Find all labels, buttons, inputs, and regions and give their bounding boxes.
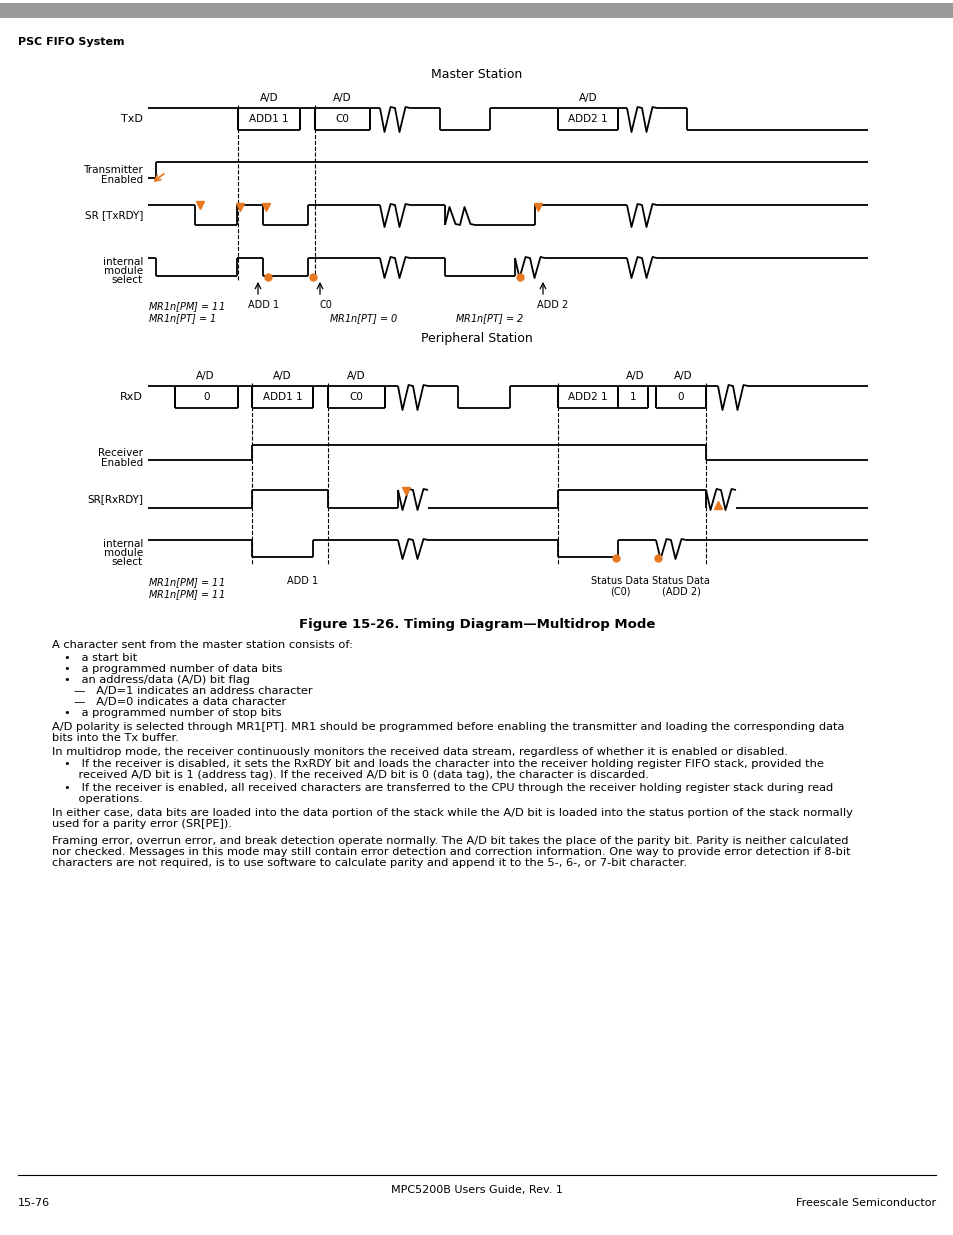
Text: —   A/D=1 indicates an address character: — A/D=1 indicates an address character bbox=[74, 685, 313, 697]
Text: MPC5200B Users Guide, Rev. 1: MPC5200B Users Guide, Rev. 1 bbox=[391, 1186, 562, 1195]
Text: Receiver: Receiver bbox=[98, 448, 143, 458]
Text: SR [TxRDY]: SR [TxRDY] bbox=[85, 210, 143, 220]
Text: ADD 2: ADD 2 bbox=[537, 300, 568, 310]
Text: bits into the Tx buffer.: bits into the Tx buffer. bbox=[52, 734, 179, 743]
Text: ADD1 1: ADD1 1 bbox=[249, 114, 289, 124]
Text: Status Data: Status Data bbox=[591, 576, 648, 585]
Text: C0: C0 bbox=[349, 391, 363, 403]
Text: A/D: A/D bbox=[625, 370, 643, 382]
Text: 1: 1 bbox=[629, 391, 636, 403]
Text: select: select bbox=[112, 275, 143, 285]
Text: MR1$n$[PM] = 11: MR1$n$[PM] = 11 bbox=[148, 588, 225, 601]
Text: (C0): (C0) bbox=[609, 587, 630, 597]
Text: module: module bbox=[104, 548, 143, 558]
Text: MR1$n$[PT] = 2: MR1$n$[PT] = 2 bbox=[455, 312, 523, 326]
Text: Freescale Semiconductor: Freescale Semiconductor bbox=[795, 1198, 935, 1208]
Text: 0: 0 bbox=[203, 391, 210, 403]
Text: characters are not required, is to use software to calculate parity and append i: characters are not required, is to use s… bbox=[52, 858, 686, 868]
Text: ADD2 1: ADD2 1 bbox=[568, 391, 607, 403]
Text: A/D: A/D bbox=[346, 370, 365, 382]
Text: A/D: A/D bbox=[259, 93, 278, 103]
Text: MR1$n$[PM] = 11: MR1$n$[PM] = 11 bbox=[148, 576, 225, 590]
Text: (ADD 2): (ADD 2) bbox=[660, 587, 700, 597]
Text: MR1$n$[PT] = 0: MR1$n$[PT] = 0 bbox=[329, 312, 397, 326]
Text: A/D: A/D bbox=[273, 370, 291, 382]
Text: A/D: A/D bbox=[333, 93, 352, 103]
Text: ADD 1: ADD 1 bbox=[248, 300, 279, 310]
Text: A/D: A/D bbox=[578, 93, 597, 103]
Text: •   If the receiver is enabled, all received characters are transferred to the C: • If the receiver is enabled, all receiv… bbox=[64, 783, 832, 793]
Text: MR1$n$[PT] = 1: MR1$n$[PT] = 1 bbox=[148, 312, 216, 326]
Text: •   an address/data (A/D) bit flag: • an address/data (A/D) bit flag bbox=[64, 676, 250, 685]
Text: module: module bbox=[104, 266, 143, 275]
Text: TxD: TxD bbox=[121, 114, 143, 124]
Text: •   If the receiver is disabled, it sets the RxRDY bit and loads the character i: • If the receiver is disabled, it sets t… bbox=[64, 760, 823, 769]
Text: internal: internal bbox=[103, 257, 143, 267]
Text: SR[RxRDY]: SR[RxRDY] bbox=[87, 494, 143, 504]
Text: 0: 0 bbox=[677, 391, 683, 403]
Text: A/D: A/D bbox=[673, 370, 692, 382]
Text: Status Data: Status Data bbox=[652, 576, 709, 585]
Text: •   a programmed number of data bits: • a programmed number of data bits bbox=[64, 664, 282, 674]
Text: Framing error, overrun error, and break detection operate normally. The A/D bit : Framing error, overrun error, and break … bbox=[52, 836, 847, 846]
Text: —   A/D=0 indicates a data character: — A/D=0 indicates a data character bbox=[74, 697, 286, 706]
Text: nor checked. Messages in this mode may still contain error detection and correct: nor checked. Messages in this mode may s… bbox=[52, 847, 850, 857]
Text: Transmitter: Transmitter bbox=[83, 165, 143, 175]
Text: •   a programmed number of stop bits: • a programmed number of stop bits bbox=[64, 708, 281, 718]
Bar bbox=[0, 2, 953, 19]
Text: Enabled: Enabled bbox=[101, 458, 143, 468]
Text: select: select bbox=[112, 557, 143, 567]
Text: Peripheral Station: Peripheral Station bbox=[420, 332, 533, 345]
Text: internal: internal bbox=[103, 538, 143, 550]
Text: A/D: A/D bbox=[195, 370, 214, 382]
Text: Figure 15-26. Timing Diagram—Multidrop Mode: Figure 15-26. Timing Diagram—Multidrop M… bbox=[298, 618, 655, 631]
Text: ADD1 1: ADD1 1 bbox=[262, 391, 302, 403]
Text: A character sent from the master station consists of:: A character sent from the master station… bbox=[52, 640, 353, 650]
Text: operations.: operations. bbox=[64, 794, 143, 804]
Text: Master Station: Master Station bbox=[431, 68, 522, 82]
Text: •   a start bit: • a start bit bbox=[64, 653, 137, 663]
Text: used for a parity error (SR[PE]).: used for a parity error (SR[PE]). bbox=[52, 819, 232, 829]
Text: Enabled: Enabled bbox=[101, 175, 143, 185]
Text: received A/D bit is 1 (address tag). If the received A/D bit is 0 (data tag), th: received A/D bit is 1 (address tag). If … bbox=[64, 769, 648, 781]
Text: ADD2 1: ADD2 1 bbox=[568, 114, 607, 124]
Text: PSC FIFO System: PSC FIFO System bbox=[18, 37, 125, 47]
Text: ADD 1: ADD 1 bbox=[287, 576, 318, 585]
Text: RxD: RxD bbox=[120, 391, 143, 403]
Text: MR1$n$[PM] = 11: MR1$n$[PM] = 11 bbox=[148, 300, 225, 314]
Text: In multidrop mode, the receiver continuously monitors the received data stream, : In multidrop mode, the receiver continuo… bbox=[52, 747, 787, 757]
Text: C0: C0 bbox=[319, 300, 333, 310]
Text: 15-76: 15-76 bbox=[18, 1198, 51, 1208]
Text: C0: C0 bbox=[335, 114, 349, 124]
Text: In either case, data bits are loaded into the data portion of the stack while th: In either case, data bits are loaded int… bbox=[52, 808, 852, 818]
Text: A/D polarity is selected through MR1[PT]. MR1 should be programmed before enabli: A/D polarity is selected through MR1[PT]… bbox=[52, 722, 843, 732]
